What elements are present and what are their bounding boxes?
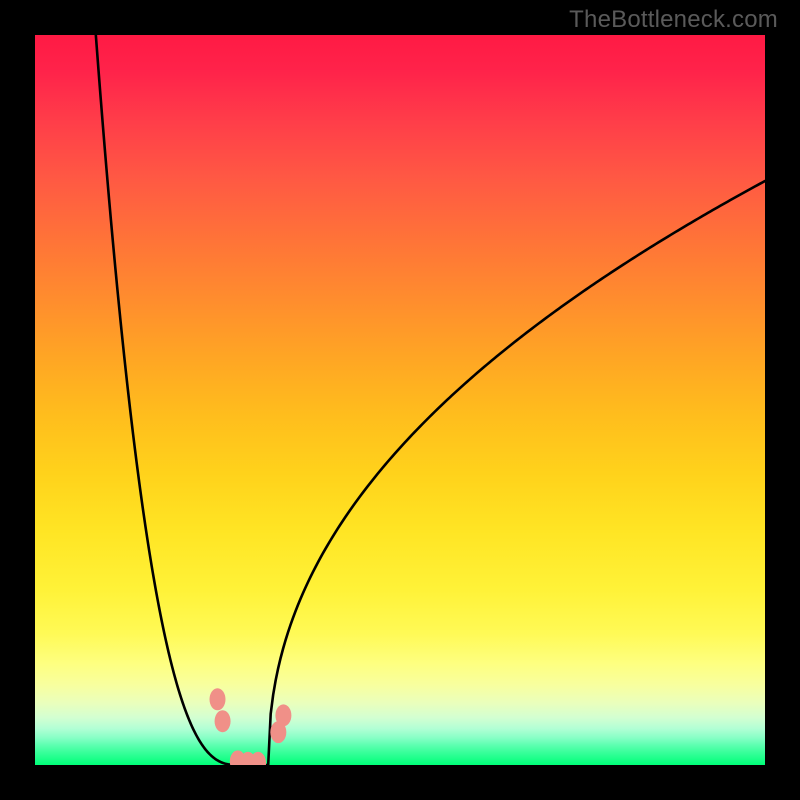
- curve-marker: [215, 710, 231, 732]
- chart-stage: TheBottleneck.com: [0, 0, 800, 800]
- watermark-label: TheBottleneck.com: [569, 6, 778, 34]
- curve-marker: [275, 704, 291, 726]
- plot-background: [35, 35, 765, 765]
- curve-marker: [210, 688, 226, 710]
- plot-svg: [35, 35, 765, 765]
- plot-area: [35, 35, 765, 765]
